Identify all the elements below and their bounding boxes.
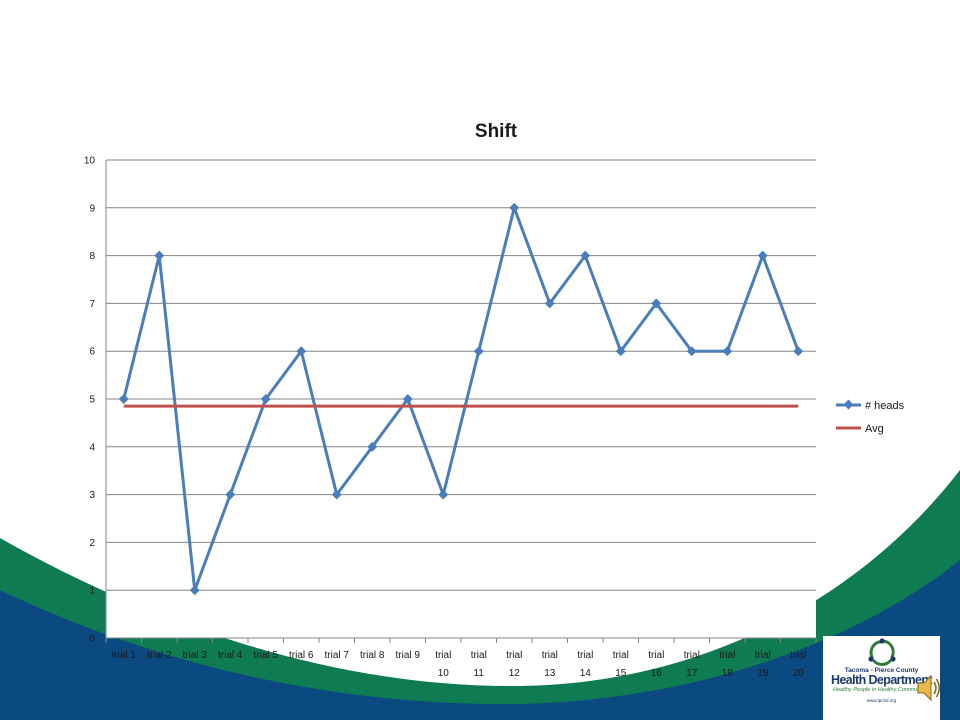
data-point[interactable] bbox=[154, 250, 165, 261]
data-point[interactable] bbox=[580, 250, 591, 261]
data-point[interactable] bbox=[615, 346, 626, 357]
x-tick-label: trial 13 bbox=[542, 650, 558, 679]
x-tick-label: trial 14 bbox=[577, 650, 593, 679]
x-tick-label: trial 10 bbox=[435, 650, 451, 679]
data-point[interactable] bbox=[473, 346, 484, 357]
x-tick-label: trial 7 bbox=[325, 650, 350, 661]
x-tick-label: trial 11 bbox=[471, 650, 487, 679]
x-tick-label: trial 2 bbox=[147, 650, 172, 661]
y-tick-label: 5 bbox=[89, 395, 95, 406]
legend-marker-heads bbox=[843, 399, 854, 410]
series-line-heads bbox=[122, 206, 800, 592]
x-tick-label: trial 15 bbox=[613, 650, 629, 679]
health-department-logo: Tacoma - Pierce County Health Department… bbox=[823, 636, 940, 720]
y-tick-label: 8 bbox=[89, 251, 95, 262]
data-point[interactable] bbox=[544, 298, 555, 309]
x-tick-label: trial 5 bbox=[254, 650, 279, 661]
x-tick-label: trial 17 bbox=[684, 650, 700, 679]
legend-entry-heads[interactable]: # heads bbox=[836, 399, 905, 412]
y-tick-label: 2 bbox=[89, 538, 95, 549]
y-tick-label: 1 bbox=[89, 586, 95, 597]
legend-label-heads: # heads bbox=[865, 400, 905, 412]
y-tick-label: 10 bbox=[84, 156, 96, 167]
y-axis-ticks: 0 1 2 3 4 5 6 7 8 9 10 bbox=[84, 156, 96, 645]
speaker-icon[interactable] bbox=[916, 672, 942, 704]
y-tick-label: 6 bbox=[89, 347, 95, 358]
logo-name: Health Department bbox=[831, 673, 933, 687]
data-point[interactable] bbox=[686, 346, 697, 357]
x-tick-label: trial 19 bbox=[755, 650, 771, 679]
data-point[interactable] bbox=[189, 585, 200, 596]
legend: # heads Avg bbox=[836, 399, 905, 435]
y-tick-label: 4 bbox=[89, 442, 95, 453]
data-point[interactable] bbox=[438, 489, 449, 500]
x-tick-label: trial 20 bbox=[790, 650, 806, 679]
data-point[interactable] bbox=[722, 346, 733, 357]
chart-title: Shift bbox=[475, 121, 518, 142]
data-point[interactable] bbox=[651, 298, 662, 309]
x-tick-label: trial 1 bbox=[112, 650, 137, 661]
logo-tagline: Healthy People in Healthy Communities bbox=[833, 687, 930, 693]
navy-swoosh bbox=[0, 560, 960, 720]
data-point[interactable] bbox=[509, 202, 520, 213]
x-tick-label: trial 18 bbox=[719, 650, 735, 679]
x-tick-label: trial 6 bbox=[289, 650, 314, 661]
y-tick-label: 9 bbox=[89, 203, 95, 214]
legend-entry-avg[interactable]: Avg bbox=[836, 423, 884, 435]
x-tick-label: trial 12 bbox=[506, 650, 522, 679]
logo-url: www.tpchd.org bbox=[866, 698, 897, 703]
three-figures-ring-icon bbox=[867, 638, 896, 666]
data-point[interactable] bbox=[296, 346, 307, 357]
green-swoosh bbox=[0, 470, 960, 720]
data-point[interactable] bbox=[331, 489, 342, 500]
x-tick-label: trial 8 bbox=[360, 650, 385, 661]
x-tick-label: trial 9 bbox=[396, 650, 421, 661]
legend-label-avg: Avg bbox=[865, 423, 884, 435]
data-point[interactable] bbox=[793, 346, 804, 357]
data-point[interactable] bbox=[367, 441, 378, 452]
y-tick-label: 3 bbox=[89, 490, 95, 501]
x-axis-ticks: trial 1 trial 2 trial 3 trial 4 trial 5 trial… bbox=[105, 638, 817, 679]
data-point[interactable] bbox=[402, 394, 413, 404]
y-tick-label: 0 bbox=[89, 634, 95, 645]
y-tick-label: 7 bbox=[89, 299, 95, 310]
series-layer bbox=[118, 202, 804, 596]
logo-county: Tacoma - Pierce County bbox=[844, 667, 919, 674]
data-point[interactable] bbox=[757, 250, 768, 261]
x-tick-label: trial 4 bbox=[218, 650, 243, 661]
x-tick-label: trial 3 bbox=[183, 650, 208, 661]
data-point[interactable] bbox=[225, 489, 236, 500]
x-tick-label: trial 16 bbox=[648, 650, 664, 679]
data-point[interactable] bbox=[260, 394, 271, 404]
